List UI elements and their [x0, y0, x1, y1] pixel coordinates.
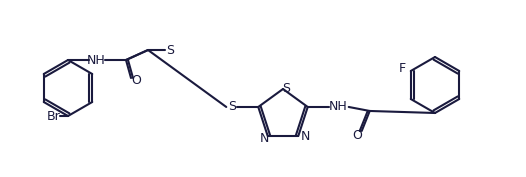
Text: O: O — [131, 75, 141, 87]
Text: NH: NH — [328, 101, 347, 113]
Text: Br: Br — [47, 110, 61, 122]
Text: N: N — [260, 132, 269, 145]
Text: O: O — [352, 129, 362, 142]
Text: S: S — [228, 101, 236, 113]
Text: S: S — [282, 81, 290, 95]
Text: N: N — [300, 130, 310, 142]
Text: F: F — [399, 61, 406, 75]
Text: NH: NH — [87, 53, 105, 67]
Text: S: S — [166, 44, 174, 56]
